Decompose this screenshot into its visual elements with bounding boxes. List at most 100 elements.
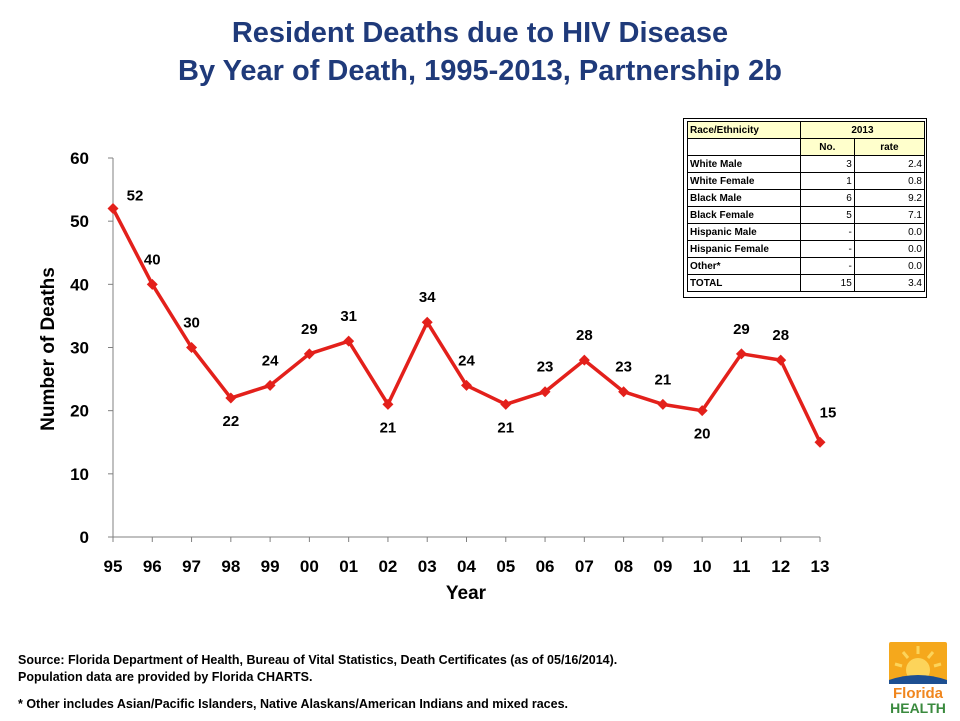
race-table-subheader-rate: rate (853, 138, 926, 156)
data-label: 15 (820, 404, 837, 421)
race-table-header-row: Race/Ethnicity 2013 (687, 121, 926, 139)
race-table-cell-rate: 9.2 (853, 189, 926, 207)
florida-health-logo: Florida HEALTH (883, 640, 953, 716)
x-tick-label: 03 (418, 557, 437, 576)
race-table-cell-label: Hispanic Male (687, 223, 801, 241)
race-table-grid: Race/Ethnicity 2013 No. rate White Male 3… (687, 121, 926, 292)
race-table-cell-no: 5 (799, 206, 855, 224)
x-tick-label: 96 (143, 557, 162, 576)
race-table-cell-label: Black Female (687, 206, 801, 224)
race-table-cell-label: Hispanic Female (687, 240, 801, 258)
y-tick-label: 0 (80, 528, 89, 547)
data-point-marker (107, 203, 119, 215)
race-table-subheader-no: No. (799, 138, 855, 156)
y-tick-label: 10 (70, 465, 89, 484)
race-table-row: White Male 3 2.4 (687, 155, 926, 173)
data-point-marker (303, 348, 315, 360)
race-table-cell-no: - (799, 257, 855, 275)
x-tick-label: 12 (771, 557, 790, 576)
race-table-cell-rate: 0.0 (853, 223, 926, 241)
data-label: 22 (222, 413, 239, 430)
x-tick-label: 08 (614, 557, 633, 576)
x-tick-label: 95 (104, 557, 123, 576)
y-tick-label: 30 (70, 339, 89, 358)
data-label: 30 (183, 315, 200, 332)
race-table-cell-rate: 0.8 (853, 172, 926, 190)
source-line-2: Population data are provided by Florida … (18, 670, 313, 684)
race-table-cell-no: 3 (799, 155, 855, 173)
x-tick-label: 05 (496, 557, 515, 576)
x-axis-label: Year (446, 583, 487, 604)
y-axis-label: Number of Deaths (38, 267, 59, 431)
race-table-cell-no: 15 (799, 274, 855, 292)
x-tick-label: 07 (575, 557, 594, 576)
data-point-marker (500, 398, 512, 410)
race-ethnicity-table: Race/Ethnicity 2013 No. rate White Male 3… (683, 118, 927, 298)
y-tick-label: 50 (70, 212, 89, 231)
x-tick-label: 10 (693, 557, 712, 576)
florida-health-logo-icon: Florida HEALTH (889, 642, 947, 716)
data-point-marker (735, 348, 747, 360)
race-table-cell-rate: 0.0 (853, 240, 926, 258)
race-table-row: Hispanic Male -0.0 (687, 223, 926, 241)
chart-title-line1: Resident Deaths due to HIV Disease (231, 17, 729, 49)
data-label: 40 (144, 251, 161, 268)
race-table-row: White Female 1 0.8 (687, 172, 926, 190)
race-table-cell-label: Other* (687, 257, 801, 275)
y-tick-label: 60 (70, 149, 89, 168)
race-table-row: Black Male 6 9.2 (687, 189, 926, 207)
race-table-row: Other* -0.0 (687, 257, 926, 275)
data-point-marker (382, 398, 394, 410)
race-table-subheader-row: No. rate (687, 138, 926, 156)
x-tick-label: 00 (300, 557, 319, 576)
x-tick-label: 97 (182, 557, 201, 576)
data-point-marker (696, 405, 708, 417)
data-point-marker (461, 379, 472, 391)
data-label: 23 (537, 359, 554, 376)
x-tick-label: 06 (536, 557, 555, 576)
race-table-cell-label: White Male (687, 155, 801, 173)
race-table-cell-label: TOTAL (687, 274, 801, 292)
race-table-row: Hispanic Female -0.0 (687, 240, 926, 258)
data-label: 34 (419, 289, 436, 306)
chart-series (107, 203, 826, 448)
source-line-1: Source: Florida Department of Health, Bu… (18, 653, 618, 667)
data-label: 52 (127, 188, 144, 205)
chart-data-labels: 52 40 30 22 24 29 31 21 34 24 21 23 28 23 21 20 29 28 15 (127, 188, 837, 443)
data-point-marker (343, 335, 355, 347)
x-tick-label: 11 (732, 557, 750, 576)
x-tick-label: 13 (811, 557, 830, 576)
source-note: Source: Florida Department of Health, Bu… (18, 652, 617, 686)
data-point-marker (814, 436, 826, 448)
data-point-marker (657, 398, 669, 410)
race-table-cell-label: White Female (687, 172, 801, 190)
race-table-cell-no: 1 (799, 172, 855, 190)
data-point-marker (264, 379, 276, 391)
race-table-cell-label: Black Male (687, 189, 801, 207)
race-table-header-label: Race/Ethnicity (687, 121, 801, 139)
race-table-header-year: 2013 (799, 121, 926, 139)
data-point-marker (421, 316, 433, 328)
race-table-cell-rate: 2.4 (853, 155, 926, 173)
data-point-marker (578, 354, 590, 366)
x-tick-label: 02 (378, 557, 397, 576)
x-tick-label: 04 (457, 557, 476, 576)
data-label: 20 (694, 426, 711, 443)
data-label: 29 (733, 321, 750, 338)
race-table-cell-no: 6 (799, 189, 855, 207)
data-point-marker (186, 342, 198, 353)
data-label: 24 (458, 352, 475, 369)
data-point-marker (146, 278, 158, 290)
x-tick-label: 98 (221, 557, 240, 576)
race-table-row: Black Female 5 7.1 (687, 206, 926, 224)
data-label: 21 (497, 419, 514, 436)
data-point-marker (618, 386, 630, 398)
race-table-row: TOTAL 15 3.4 (687, 274, 926, 292)
x-tick-label: 09 (653, 557, 672, 576)
chart-title: Resident Deaths due to HIV Disease By Ye… (0, 14, 960, 90)
svg-text:HEALTH: HEALTH (890, 700, 946, 716)
data-point-marker (539, 386, 551, 398)
data-label: 23 (615, 359, 632, 376)
chart-title-line2: By Year of Death, 1995-2013, Partnership… (178, 55, 782, 87)
